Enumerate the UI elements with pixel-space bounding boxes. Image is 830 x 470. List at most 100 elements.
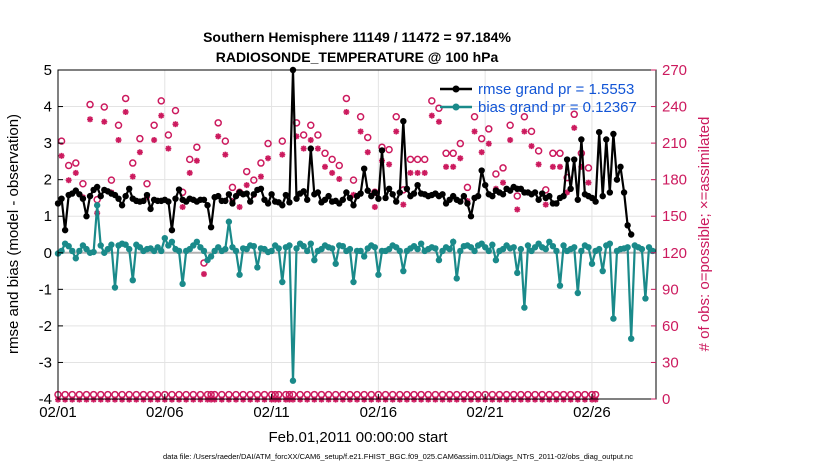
bias-point bbox=[471, 247, 478, 255]
assimilated-obs-marker bbox=[386, 161, 393, 168]
rmse-point bbox=[93, 183, 101, 191]
rmse-point bbox=[222, 197, 229, 205]
assimilated-obs-marker bbox=[421, 169, 428, 176]
rmse-point bbox=[375, 195, 382, 202]
assimilated-obs-marker bbox=[261, 396, 268, 403]
bias-point bbox=[207, 253, 215, 260]
possible-obs-marker bbox=[121, 94, 130, 103]
assimilated-obs-marker bbox=[307, 137, 314, 144]
bias-point bbox=[510, 244, 517, 251]
assimilated-obs-marker bbox=[289, 396, 296, 403]
possible-obs-marker bbox=[485, 125, 493, 133]
chart-title-line1: Southern Hemisphere 11149 / 11472 = 97.1… bbox=[203, 29, 511, 45]
bias-point bbox=[542, 245, 549, 253]
bias-point bbox=[514, 269, 521, 277]
left-tick-label: -4 bbox=[39, 391, 52, 408]
assimilated-obs-marker bbox=[111, 396, 118, 403]
assimilated-obs-marker bbox=[517, 396, 524, 403]
rmse-point bbox=[599, 192, 606, 200]
plot-frame bbox=[57, 69, 657, 400]
possible-obs-marker bbox=[556, 149, 564, 158]
rmse-point bbox=[58, 195, 65, 202]
assimilated-obs-marker bbox=[425, 396, 432, 403]
footnote-data-file: data file: /Users/raeder/DAI/ATM_forcXX/… bbox=[163, 452, 633, 461]
bias-point bbox=[193, 238, 201, 246]
rmse-point bbox=[307, 145, 314, 152]
bias-point bbox=[268, 247, 275, 255]
assimilated-obs-marker bbox=[133, 396, 140, 403]
assimilated-obs-marker bbox=[482, 396, 489, 403]
rmse-point bbox=[474, 192, 482, 200]
possible-obs-marker bbox=[428, 97, 436, 105]
possible-obs-marker bbox=[406, 155, 415, 164]
bias-point bbox=[524, 242, 532, 249]
bias-point bbox=[549, 242, 557, 250]
rmse-point bbox=[603, 136, 610, 143]
rmse-point bbox=[606, 189, 614, 196]
bias-point bbox=[435, 256, 443, 264]
rmse-point bbox=[147, 205, 154, 213]
bias-point bbox=[90, 248, 97, 256]
assimilated-obs-marker bbox=[154, 396, 161, 403]
rmse-point bbox=[126, 185, 133, 193]
assimilated-obs-marker bbox=[254, 396, 261, 403]
left-tick-label: 0 bbox=[44, 245, 52, 262]
bias-point bbox=[158, 247, 165, 255]
bias-point bbox=[396, 247, 403, 255]
possible-obs-marker bbox=[150, 121, 158, 130]
possible-obs-marker bbox=[413, 155, 422, 164]
assimilated-obs-marker bbox=[83, 396, 90, 403]
possible-obs-marker bbox=[221, 137, 230, 145]
rmse-point bbox=[478, 167, 485, 174]
rmse-point bbox=[79, 195, 87, 202]
possible-obs-marker bbox=[299, 131, 308, 139]
bias-point bbox=[595, 245, 603, 253]
bias-point bbox=[521, 304, 528, 311]
rmse-point bbox=[229, 200, 236, 207]
assimilated-obs-marker bbox=[126, 396, 133, 403]
rmse-point bbox=[624, 222, 631, 229]
assimilated-obs-marker bbox=[279, 151, 286, 158]
legend-bias-marker bbox=[452, 103, 460, 111]
rmse-point bbox=[175, 186, 183, 193]
rmse-point bbox=[97, 192, 104, 200]
bias-point bbox=[126, 245, 133, 253]
rmse-point bbox=[464, 200, 471, 207]
rmse-point bbox=[574, 196, 581, 203]
rmse-point bbox=[617, 163, 624, 171]
bias-point bbox=[286, 242, 293, 249]
left-axis-ticks: -4 -3 -2 -1 0 1 2 3 4 5 bbox=[39, 62, 63, 408]
possible-obs-marker bbox=[57, 137, 66, 145]
bias-point bbox=[122, 241, 129, 248]
assimilated-obs-marker bbox=[176, 396, 183, 403]
bias-point bbox=[93, 202, 101, 209]
possible-obs-marker bbox=[549, 149, 557, 158]
assimilated-obs-marker bbox=[581, 396, 588, 403]
x-tick-label: 02/26 bbox=[573, 404, 611, 421]
rmse-point bbox=[457, 198, 464, 205]
assimilated-obs-marker bbox=[168, 396, 175, 403]
rmse-point bbox=[122, 192, 129, 200]
rmse-point bbox=[76, 191, 83, 198]
assimilated-obs-marker bbox=[165, 145, 172, 152]
possible-obs-marker bbox=[136, 134, 144, 143]
assimilated-obs-marker bbox=[186, 169, 193, 176]
possible-obs-marker bbox=[157, 97, 165, 105]
possible-obs-marker bbox=[363, 133, 372, 142]
assimilated-obs-marker bbox=[147, 396, 154, 403]
assimilated-obs-marker bbox=[560, 396, 567, 403]
bias-point bbox=[293, 245, 300, 252]
rmse-point bbox=[286, 199, 293, 206]
legend-rmse-marker bbox=[452, 85, 460, 93]
assimilated-obs-marker bbox=[158, 112, 165, 119]
rmse-point bbox=[279, 202, 286, 209]
bias-point bbox=[360, 253, 368, 260]
legend-bias-label: bias grand pr = 0.12367 bbox=[478, 99, 637, 116]
rmse-point bbox=[378, 147, 386, 154]
left-tick-label: 1 bbox=[44, 208, 52, 225]
assimilated-obs-marker bbox=[396, 396, 403, 403]
bias-point bbox=[357, 247, 364, 255]
bias-point bbox=[400, 267, 407, 275]
bias-point bbox=[307, 240, 314, 247]
assimilated-obs-marker bbox=[549, 163, 556, 170]
